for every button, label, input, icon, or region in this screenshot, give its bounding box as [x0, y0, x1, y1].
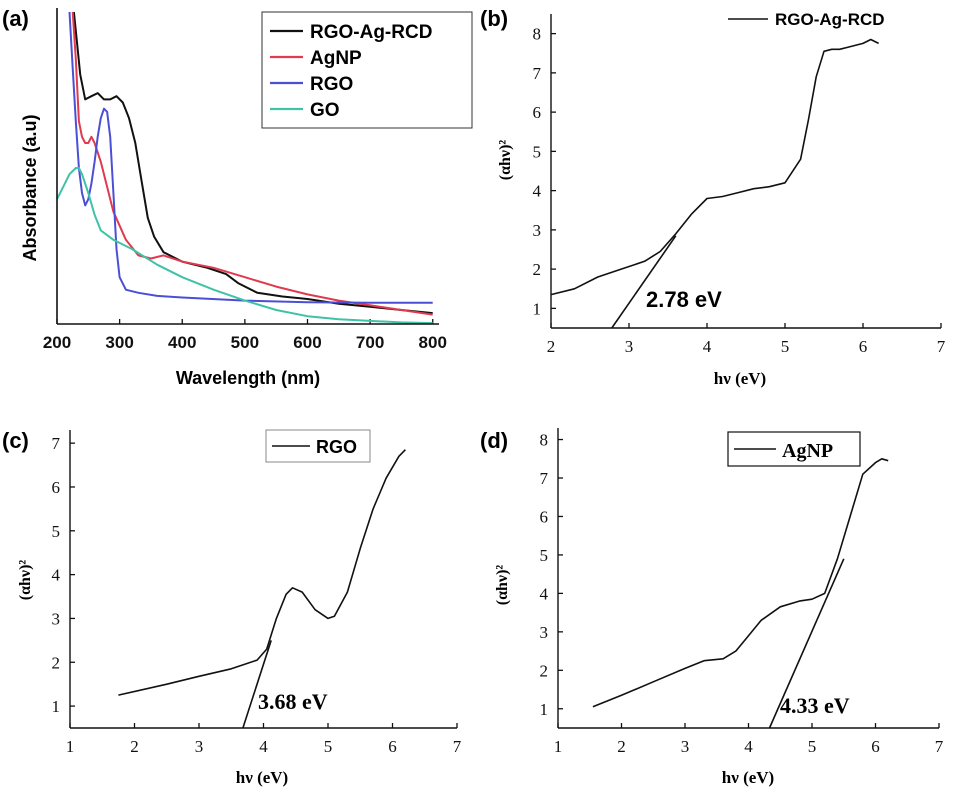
panel-a-xtick-label: 400: [168, 333, 196, 352]
panel-d-bandgap-annotation: 4.33 eV: [780, 693, 850, 718]
panel-b-ytick-label: 4: [533, 182, 542, 201]
panel-c-xtick-label: 2: [130, 737, 139, 756]
panel-c-xtick-label: 1: [66, 737, 75, 756]
panel-c-bandgap-annotation: 3.68 eV: [258, 689, 328, 714]
panel-b-series-tangent: [612, 236, 676, 328]
panel-b-xtick-label: 5: [781, 337, 790, 356]
panel-c-xtick-label: 7: [453, 737, 462, 756]
panel-c-legend: RGO: [266, 430, 370, 462]
panel-a-xtick-label: 600: [293, 333, 321, 352]
panel-b-label: (b): [480, 6, 508, 31]
panel-b-xlabel: hν (eV): [714, 369, 766, 388]
panel-a: (a) Absorbance (a.u) Wavelength (nm) 200…: [2, 6, 472, 388]
panel-d-xtick-label: 6: [871, 737, 880, 756]
panel-c-ytick-label: 6: [52, 478, 61, 497]
legend-label-agnp: AgNP: [310, 48, 362, 69]
panel-d-xtick-label: 4: [744, 737, 753, 756]
panel-c: (c) (αhν)² hν (eV) 1 2 3 4 5 6 7 1 2 3 4 5 6 7 RGO 3.…: [2, 428, 462, 787]
panel-b-xtick-label: 4: [703, 337, 712, 356]
legend-label-go: GO: [310, 100, 340, 121]
panel-b-xtick-label: 3: [625, 337, 634, 356]
panel-d-legend-label: AgNP: [782, 440, 833, 462]
panel-d-xtick-label: 7: [935, 737, 944, 756]
panel-d-ytick-label: 5: [540, 546, 549, 565]
panel-d-series: [593, 459, 888, 728]
panel-a-xtick-label: 500: [231, 333, 259, 352]
panel-a-xtick-label: 700: [356, 333, 384, 352]
panel-d-label: (d): [480, 428, 508, 453]
panel-b-xtick-label: 2: [547, 337, 556, 356]
panel-c-xlabel: hν (eV): [236, 768, 288, 787]
panel-c-ytick-label: 3: [52, 609, 61, 628]
panel-b-series: [551, 40, 879, 329]
panel-c-ytick-label: 4: [52, 566, 61, 585]
panel-b-xtick-label: 6: [859, 337, 868, 356]
legend-label-rgo: RGO: [310, 74, 353, 95]
panel-b-legend: RGO-Ag-RCD: [728, 10, 885, 29]
panel-c-xtick-label: 6: [388, 737, 397, 756]
panel-d-xlabel: hν (eV): [722, 768, 774, 787]
panel-d-xtick-label: 1: [554, 737, 563, 756]
panel-c-series-tangent: [243, 640, 271, 728]
panel-a-xtick-label: 300: [105, 333, 133, 352]
panel-c-ytick-label: 5: [52, 522, 61, 541]
panel-b-ytick-label: 7: [533, 64, 542, 83]
figure-canvas: (a) Absorbance (a.u) Wavelength (nm) 200…: [0, 0, 953, 794]
panel-b-ytick-label: 5: [533, 142, 542, 161]
panel-c-ytick-label: 2: [52, 653, 61, 672]
panel-b-ytick-label: 8: [533, 25, 542, 44]
legend-label-rgo-ag-rcd: RGO-Ag-RCD: [310, 22, 432, 43]
panel-d-ytick-label: 3: [540, 623, 549, 642]
panel-c-ytick-label: 1: [52, 697, 61, 716]
panel-c-series: [118, 450, 405, 728]
panel-d-ticks: 1 2 3 4 5 6 7 1 2 3 4 5 6 7 8: [540, 431, 944, 756]
panel-d-legend: AgNP: [728, 432, 860, 466]
panel-a-xlabel: Wavelength (nm): [176, 368, 320, 388]
panel-b-ytick-label: 1: [533, 299, 542, 318]
panel-a-xtick-label: 800: [419, 333, 447, 352]
panel-d-series-agnp: [593, 459, 888, 707]
panel-d-ytick-label: 4: [540, 584, 549, 603]
panel-c-legend-label: RGO: [316, 437, 357, 457]
panel-b-ytick-label: 6: [533, 103, 542, 122]
panel-a-xtick-label: 200: [43, 333, 71, 352]
panel-d-ytick-label: 6: [540, 507, 549, 526]
panel-d-ytick-label: 2: [540, 661, 549, 680]
panel-a-ylabel: Absorbance (a.u): [20, 114, 40, 261]
panel-b-bandgap-annotation: 2.78 eV: [646, 287, 722, 312]
panel-d-ytick-label: 1: [540, 700, 549, 719]
panel-d-xtick-label: 5: [808, 737, 817, 756]
panel-d-ytick-label: 8: [540, 431, 549, 450]
panel-d-xtick-label: 2: [617, 737, 626, 756]
panel-c-ticks: 1 2 3 4 5 6 7 1 2 3 4 5 6 7: [52, 434, 462, 756]
panel-d-ytick-label: 7: [540, 469, 549, 488]
panel-c-xtick-label: 4: [259, 737, 268, 756]
panel-d-xtick-label: 3: [681, 737, 690, 756]
panel-b-ylabel: (αhν)²: [497, 140, 514, 181]
panel-b-xtick-label: 7: [937, 337, 946, 356]
panel-a-label: (a): [2, 6, 29, 31]
panel-b-ytick-label: 3: [533, 221, 542, 240]
panel-b-legend-label: RGO-Ag-RCD: [775, 10, 885, 29]
panel-a-legend: RGO-Ag-RCD AgNP RGO GO: [262, 12, 472, 128]
panel-c-series-rgo: [118, 450, 405, 695]
panel-b-ytick-label: 2: [533, 260, 542, 279]
panel-c-label: (c): [2, 428, 29, 453]
panel-b-series-rgo-ag-rcd: [551, 40, 879, 295]
panel-c-xtick-label: 3: [195, 737, 204, 756]
panel-c-ylabel: (αhν)²: [17, 560, 34, 601]
panel-c-ytick-label: 7: [52, 434, 61, 453]
panel-d-ylabel: (αhν)²: [494, 565, 511, 606]
panel-c-xtick-label: 5: [324, 737, 333, 756]
